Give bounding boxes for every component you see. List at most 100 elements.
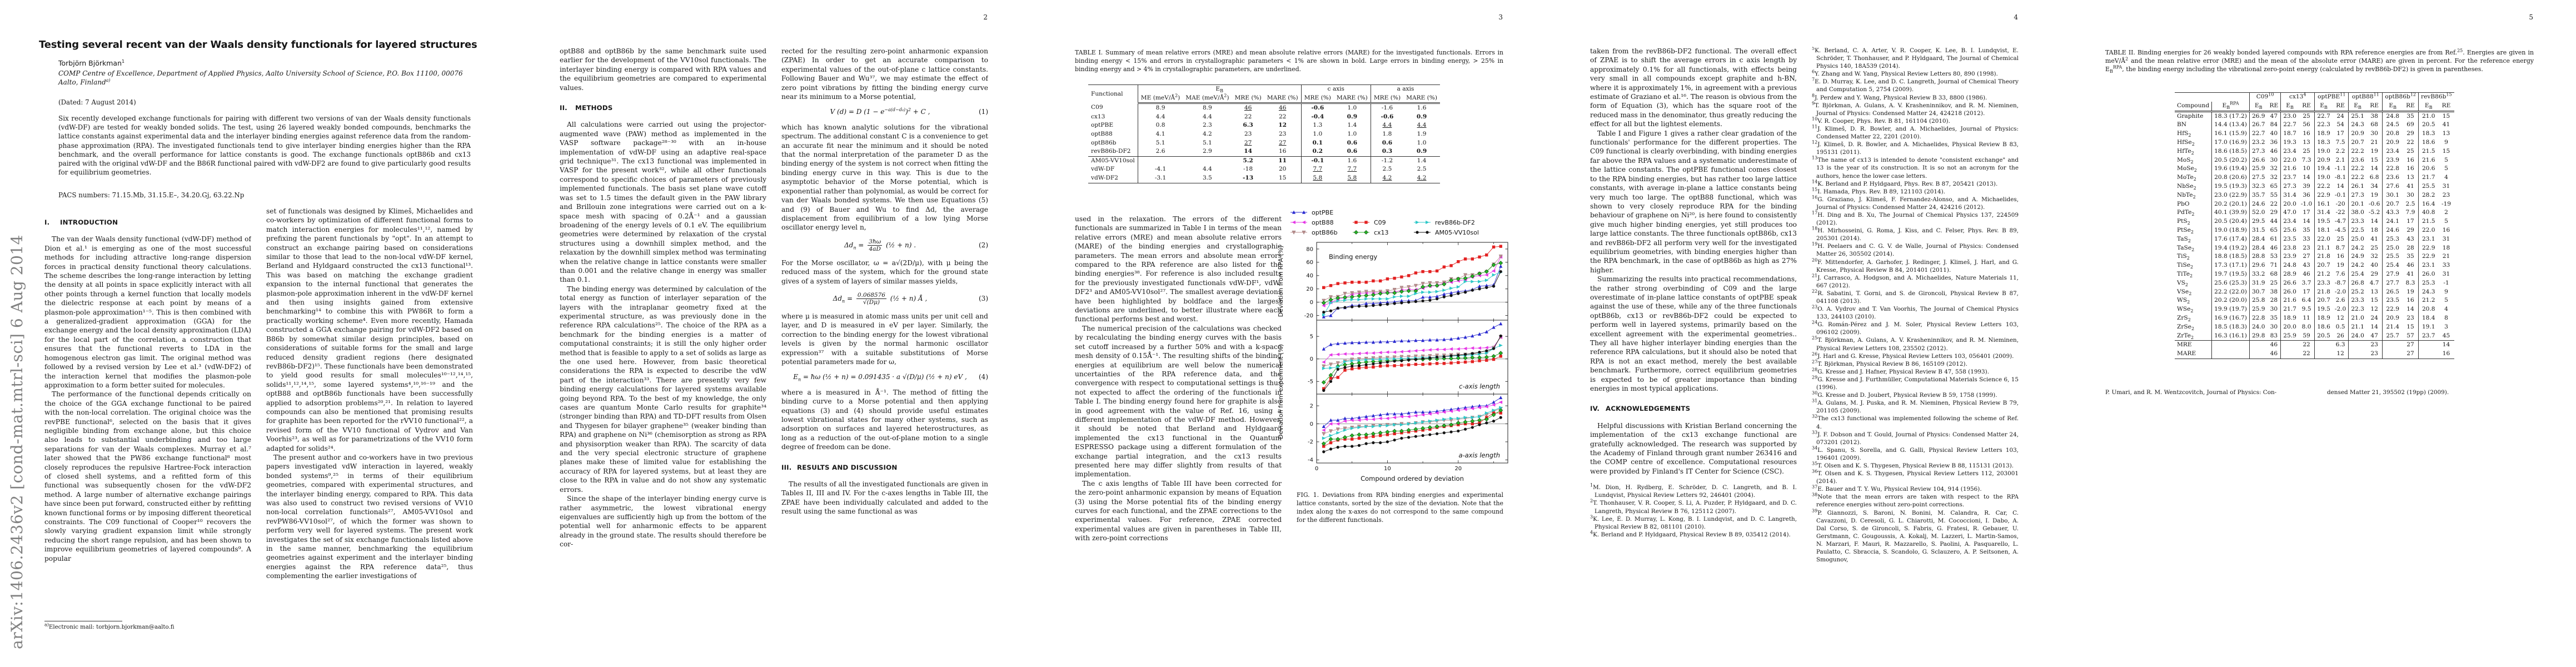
reference-item: 26J. Harl and G. Kresse, Physical Review… xyxy=(1812,351,2014,360)
table-1-caption: TABLE I. Summary of mean relative errors… xyxy=(1075,49,1503,73)
paragraph: Since the shape of the interlayer bindin… xyxy=(560,495,766,549)
svg-text:c-axis length: c-axis length xyxy=(1459,382,1500,390)
svg-text:0: 0 xyxy=(1310,356,1313,362)
paragraph: rected for the resulting zero-point anha… xyxy=(781,47,988,101)
paragraph: The numerical precision of the calculati… xyxy=(1075,324,1282,479)
dated-line: (Dated: 7 August 2014) xyxy=(58,98,136,106)
svg-text:a-axis length: a-axis length xyxy=(1458,451,1500,459)
reference-item: 28G. Kresse and J. Hafner, Physical Revi… xyxy=(1812,367,1990,375)
svg-text:cx13: cx13 xyxy=(1374,229,1389,236)
equation: Δdn = 0.068576 √(Dμ) (½ + n) Å , (3) xyxy=(833,291,988,306)
author-name: Torbjörn Björkman xyxy=(58,59,122,67)
svg-text:2: 2 xyxy=(1310,403,1313,409)
svg-text:20: 20 xyxy=(1306,286,1313,292)
page-5: 5 TABLE II. Binding energies for 26 weak… xyxy=(2061,0,2576,667)
reference-item: 33J. F. Dobson and T. Gould, Journal of … xyxy=(1812,430,2019,446)
author-footnote-mark: 1 xyxy=(122,58,125,64)
reference-item: 14K. Berland and P. Hyldgaard, Phys. Rev… xyxy=(1812,179,1998,187)
svg-text:revB86b-DF2: revB86b-DF2 xyxy=(1435,219,1475,226)
paragraph: All calculations were carried out using … xyxy=(560,121,766,284)
paragraph: Summarizing the results into practical r… xyxy=(1590,275,1797,393)
table-row: TiSe2 17.3 (17.1) 29.6 71 24.8 43 20.7 19 24.2 40… xyxy=(2177,261,2450,270)
page-3: 3 TABLE I. Summary of mean relative erro… xyxy=(1030,0,1546,667)
paragraph: set of functionals was designed by Klime… xyxy=(266,207,473,452)
reference-item: 24G. Román-Pérez and J. M. Soler, Physic… xyxy=(1812,320,2019,336)
paper-title: Testing several recent van der Waals den… xyxy=(39,39,477,51)
table-row: ZrSe2 18.5 (18.3) 24.0 30 20.0 8.0 18.6 0.5 21.1… xyxy=(2177,322,2448,332)
reference-item: 32The cx13 functional was implemented fo… xyxy=(1812,414,2019,430)
table-row: ZrS2 16.9 (16.7) 22.8 35 18.9 11 18.9 12 21.0 24 2… xyxy=(2177,313,2448,323)
table-row: ZrTe2 16.3 (16.1) 29.8 83 25.9 59 20.5 26 24.0 47… xyxy=(2177,331,2450,341)
table-row: vdW-DF2 -3.1 3.5 -13 15 5.8 5.8 4.2 4.2 xyxy=(1088,173,1440,183)
svg-text:0: 0 xyxy=(1315,466,1318,472)
reference-item: 11J. Klimeš, D. R. Bowler, and A. Michae… xyxy=(1812,124,2019,141)
table-row: MoSe2 19.6 (19.4) 25.9 32 21.6 10 19.4 -1.1 22.2… xyxy=(2177,165,2448,174)
pacs-line: PACS numbers: 71.15.Mb, 31.15.E–, 34.20.… xyxy=(58,191,245,199)
paragraph: taken from the revB86b-DF2 functional. T… xyxy=(1590,47,1797,128)
table-row: TaSe2 19.4 (19.2) 28.4 46 23.8 23 21.1 8.7 24.2 2… xyxy=(2177,243,2450,253)
paragraph: The van der Waals density functional (vd… xyxy=(44,235,251,389)
figure-1-caption: FIG. 1. Deviations from RPA binding ener… xyxy=(1297,491,1503,524)
svg-text:optB88: optB88 xyxy=(1312,219,1334,226)
author-line: Torbjörn Björkman1 xyxy=(58,59,124,67)
svg-text:C09: C09 xyxy=(1374,219,1386,226)
column-1-text: taken from the revB86b-DF2 functional. T… xyxy=(1590,47,1797,476)
table-row: MoS2 20.5 (20.2) 26.6 30 22.0 7.3 20.9 2.1 23.6 1… xyxy=(2177,156,2448,165)
page-number: 5 xyxy=(2529,13,2533,21)
section-heading: IV. ACKNOWLEDGEMENTS xyxy=(1590,405,1691,413)
column-1: I. INTRODUCTION The van der Waals density … xyxy=(44,207,251,615)
section-heading: I. INTRODUCTION xyxy=(44,218,118,226)
table-row: WS2 20.2 (20.0) 25.8 28 21.6 6.4 20.7 2.6 23.3 15… xyxy=(2177,296,2448,306)
references-1-4: 1M. Dion, H. Rydberg, E. Schröder, D. C.… xyxy=(1590,483,1797,539)
reference-item: 8J. Perdew and Y. Wang, Physical Review … xyxy=(1812,93,1987,101)
equation: Δdn = 3ħω 4aD (½ + n) . (2) xyxy=(844,238,988,252)
paragraph: The c axis lengths of Table III have bee… xyxy=(1075,479,1282,542)
svg-text:40: 40 xyxy=(1306,273,1313,279)
svg-text:-4: -4 xyxy=(1308,457,1313,464)
table-row: VS2 25.6 (25.3) 31.9 25 26.6 3.7 23.3 -8.7 26.8 4… xyxy=(2177,278,2449,288)
reference-item: 12J. Klimeš, D. R. Bowler, and A. Michae… xyxy=(1812,140,2019,156)
svg-text:Deviation from experiment (%): Deviation from experiment (%) xyxy=(1277,344,1284,439)
page-number: 4 xyxy=(2014,13,2018,21)
page-number: 2 xyxy=(983,13,988,21)
reference-item: 21J. Carrasco, A. Hodgson, and A. Michae… xyxy=(1812,273,2019,289)
table-row: Compound EBRPA EB RE EB RE EB RE EB RE EB RE EB RE xyxy=(2175,101,2454,112)
reference-item: 2T. Thonhauser, V. R. Cooper, S. Li, A. … xyxy=(1590,499,1797,515)
section-heading: II. METHODS xyxy=(560,104,613,112)
reference-item: 27T. Björkman, Physical Review B 86, 165… xyxy=(1812,359,1967,367)
table-row: MRE 46 22 6.3 23 27 14 xyxy=(2175,340,2454,350)
equation: V (d) = D (1 − e−a(d−d₀))2 + C , (1) xyxy=(830,107,988,116)
svg-text:optB86b: optB86b xyxy=(1312,229,1338,236)
paragraph: used in the relaxation. The errors of th… xyxy=(1075,215,1282,323)
table-row: ME (meV/Å2) MAE (meV/Å2) MRE (%) MARE (%) MR… xyxy=(1088,93,1441,104)
table-row: Graphite 18.3 (17.2) 26.9 47 23.0 25 22.7 24 25.… xyxy=(2175,111,2454,121)
table-row: TiTe2 19.7 (19.5) 33.2 68 28.9 46 21.2 7.6 25.4 2… xyxy=(2177,270,2450,279)
reference-item: 4K. Berland and P. Hyldgaard, Physical R… xyxy=(1590,530,1791,538)
paragraph: For the Morse oscillator, ω = a√(2D/μ), … xyxy=(781,258,988,285)
table-row: BN 14.4 (13.4) 26.7 84 22.7 56 22.3 54 24.3 68 24.… xyxy=(2175,121,2454,130)
svg-text:0: 0 xyxy=(1310,421,1313,427)
svg-text:60: 60 xyxy=(1306,260,1313,266)
reference-item: 13The name of cx13 is intended to denote… xyxy=(1812,155,2019,180)
svg-text:5: 5 xyxy=(1310,334,1313,340)
reference-item: 31A. Gulans, M. J. Puska, and R. M. Niem… xyxy=(1812,398,2019,415)
reference-item: 18H. Mirhosseini, G. Roma, J. Kiss, and … xyxy=(1812,226,2019,242)
column-1: used in the relaxation. The errors of th… xyxy=(1075,215,1282,616)
table-row: MARE 46 22 12 23 27 16 xyxy=(2175,350,2454,359)
reference-item: 6Y. Zhang and W. Yang, Physical Review L… xyxy=(1812,69,1998,78)
reference-continuation-left: P. Umari, and R. M. Wentzcovitch, Journa… xyxy=(2105,389,2277,396)
reference-item: 38Note that the mean errors are taken wi… xyxy=(1812,492,2019,509)
footnote: a)Electronic mail: torbjorn.bjorkman@aal… xyxy=(44,622,175,630)
column-1: optB88 and optB86b by the same benchmark… xyxy=(560,47,766,616)
table-row: TaS2 17.6 (17.4) 28.4 61 23.5 33 22.0 25 25.0 41 2… xyxy=(2177,235,2450,244)
reference-item: 23O. A. Vydrov and T. Van Voorhis, The J… xyxy=(1812,304,2019,321)
reference-item: 30G. Kresse and D. Joubert, Physical Rev… xyxy=(1812,390,1997,399)
svg-text:optPBE: optPBE xyxy=(1312,209,1333,216)
table-row: TiS2 18.8 (18.5) 28.8 53 23.9 27 21.8 16 24.9 32 2… xyxy=(2177,252,2450,262)
reference-item: 22R. Sabatini, T. Gorni, and S. de Giron… xyxy=(1812,288,2019,305)
table-row: optPBE 0.8 2.3 6.3 12 1.3 1.4 4.4 4.4 xyxy=(1088,121,1440,130)
